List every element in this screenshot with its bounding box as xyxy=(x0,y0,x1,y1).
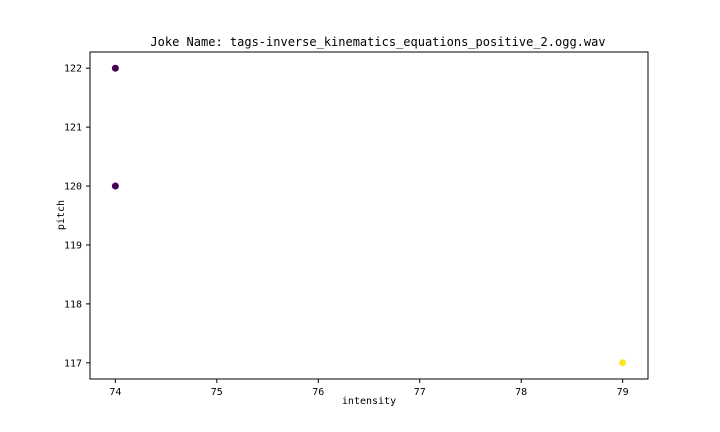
y-tick-label: 121 xyxy=(64,123,82,134)
x-tick-label: 76 xyxy=(312,387,324,398)
y-axis-ticks: 117 118 119 120 121 122 xyxy=(64,64,90,369)
chart-title: Joke Name: tags-inverse_kinematics_equat… xyxy=(150,35,605,49)
x-axis-label: intensity xyxy=(342,396,396,407)
plot-area-frame xyxy=(89,51,649,380)
x-tick-label: 79 xyxy=(617,387,629,398)
x-tick-label: 75 xyxy=(211,387,223,398)
y-tick-label: 117 xyxy=(64,358,82,369)
x-tick-label: 74 xyxy=(109,387,121,398)
x-tick-label: 78 xyxy=(515,387,527,398)
x-tick-label: 77 xyxy=(414,387,426,398)
data-point xyxy=(111,64,119,72)
y-tick-label: 120 xyxy=(64,182,82,193)
data-point xyxy=(111,182,119,190)
y-tick-label: 122 xyxy=(64,64,82,75)
y-axis-label: pitch xyxy=(56,200,67,230)
x-axis-ticks: 74 75 76 77 78 79 xyxy=(109,379,629,398)
y-tick-label: 118 xyxy=(64,299,82,310)
data-point xyxy=(619,359,627,367)
data-points xyxy=(111,64,627,367)
y-tick-label: 119 xyxy=(64,240,82,251)
